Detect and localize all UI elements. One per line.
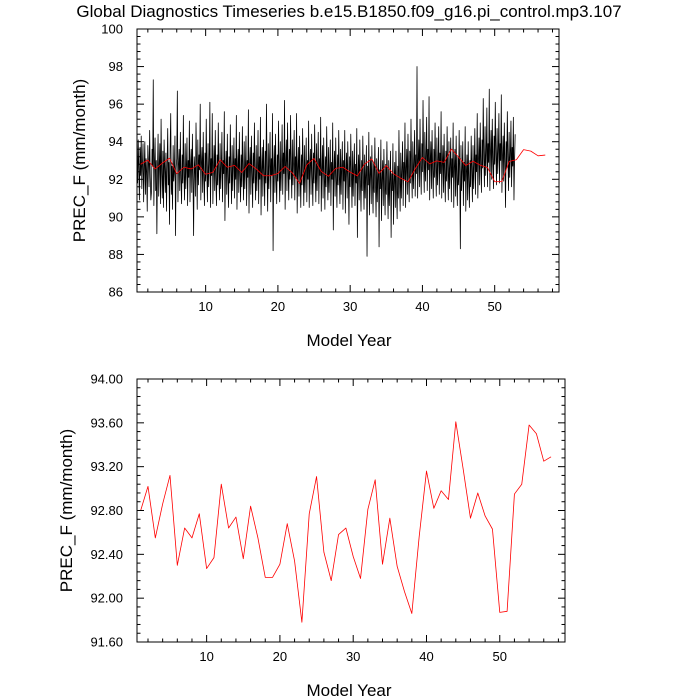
x-tick-label: 10 (199, 649, 213, 664)
y-tick-label: 92 (109, 172, 123, 187)
top-panel: 10 20 30 40 50 86 88 90 92 94 96 98 100 Model Year P… (70, 22, 560, 350)
y-tick-label: 92.00 (90, 591, 123, 606)
y-tick-label: 86 (109, 285, 123, 300)
y-axis-label: PREC_F (mm/month) (57, 429, 76, 592)
chart-title: Global Diagnostics Timeseries b.e15.B185… (76, 2, 621, 21)
x-tick-label: 10 (198, 299, 212, 314)
x-tick-label: 20 (271, 299, 285, 314)
y-tick-label: 96 (109, 97, 123, 112)
series-line-annual-mean (140, 421, 552, 623)
x-tick-label: 30 (343, 299, 357, 314)
plot-frame (136, 378, 566, 643)
y-axis-label: PREC_F (mm/month) (70, 79, 89, 242)
y-tick-label: 90 (109, 209, 123, 224)
y-tick-label: 93.60 (90, 415, 123, 430)
y-tick-label: 92.80 (90, 503, 123, 518)
x-tick-label: 40 (419, 649, 433, 664)
y-tick-label: 94 (109, 134, 123, 149)
y-tick-label: 98 (109, 59, 123, 74)
x-tick-label: 40 (415, 299, 429, 314)
series-line-annual-mean (140, 148, 546, 184)
plot-frame (136, 28, 560, 293)
y-tick-label: 91.60 (90, 635, 123, 650)
series-line-monthly (136, 66, 516, 257)
x-tick-label: 20 (273, 649, 287, 664)
x-axis-label: Model Year (306, 681, 391, 700)
y-tick-label: 93.20 (90, 459, 123, 474)
x-axis-label: Model Year (306, 331, 391, 350)
y-tick-label: 92.40 (90, 547, 123, 562)
y-tick-label: 94.00 (90, 372, 123, 387)
x-tick-label: 50 (493, 649, 507, 664)
y-tick-label: 100 (101, 22, 123, 37)
bottom-panel: 10 20 30 40 50 91.60 92.00 92.40 92.80 93.20 93.60… (57, 372, 566, 700)
y-tick-label: 88 (109, 247, 123, 262)
x-tick-label: 30 (346, 649, 360, 664)
x-tick-label: 50 (487, 299, 501, 314)
